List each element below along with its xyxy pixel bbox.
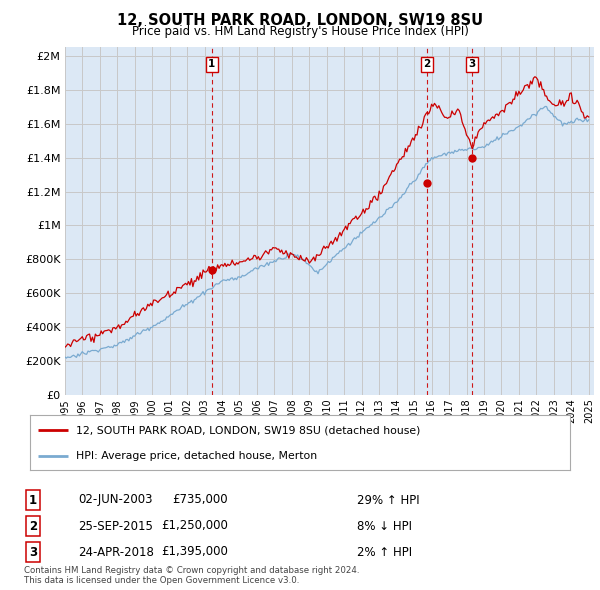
Text: £1,250,000: £1,250,000 (161, 520, 228, 533)
Text: 2: 2 (423, 60, 430, 70)
Text: 1: 1 (208, 60, 215, 70)
Text: 24-APR-2018: 24-APR-2018 (78, 546, 154, 559)
Text: 25-SEP-2015: 25-SEP-2015 (78, 520, 153, 533)
Text: Price paid vs. HM Land Registry's House Price Index (HPI): Price paid vs. HM Land Registry's House … (131, 25, 469, 38)
Text: 2: 2 (29, 520, 37, 533)
Text: 8% ↓ HPI: 8% ↓ HPI (357, 520, 412, 533)
Text: Contains HM Land Registry data © Crown copyright and database right 2024.
This d: Contains HM Land Registry data © Crown c… (24, 566, 359, 585)
Text: £735,000: £735,000 (172, 493, 228, 506)
Text: 29% ↑ HPI: 29% ↑ HPI (357, 493, 419, 506)
Text: 3: 3 (29, 546, 37, 559)
Text: 02-JUN-2003: 02-JUN-2003 (78, 493, 152, 506)
Text: 12, SOUTH PARK ROAD, LONDON, SW19 8SU (detached house): 12, SOUTH PARK ROAD, LONDON, SW19 8SU (d… (76, 425, 420, 435)
Text: £1,395,000: £1,395,000 (161, 546, 228, 559)
Text: 3: 3 (468, 60, 476, 70)
Text: 12, SOUTH PARK ROAD, LONDON, SW19 8SU: 12, SOUTH PARK ROAD, LONDON, SW19 8SU (117, 13, 483, 28)
Text: 1: 1 (29, 493, 37, 506)
Text: HPI: Average price, detached house, Merton: HPI: Average price, detached house, Mert… (76, 451, 317, 461)
Text: 2% ↑ HPI: 2% ↑ HPI (357, 546, 412, 559)
